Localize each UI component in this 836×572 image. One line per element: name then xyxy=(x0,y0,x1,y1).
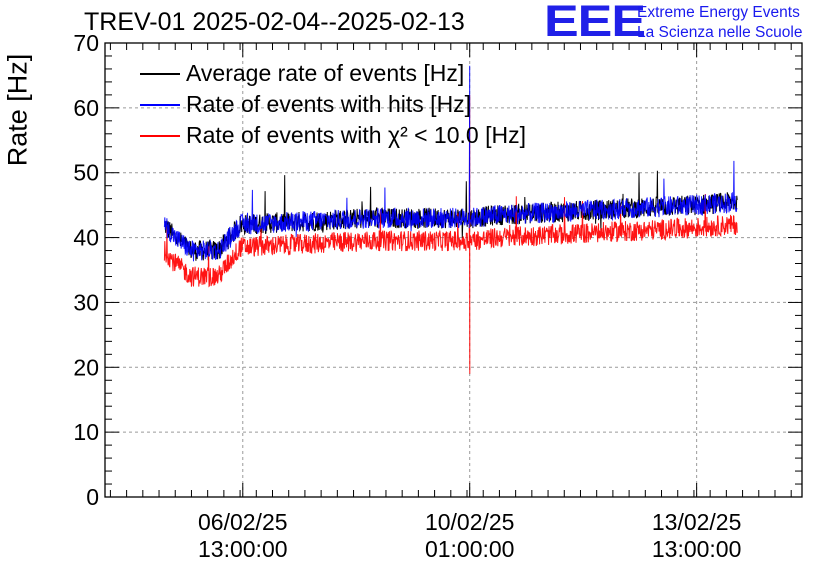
x-tick-label-date: 06/02/25 xyxy=(198,509,288,535)
plot-frame xyxy=(104,42,803,498)
y-tick-label: 0 xyxy=(86,484,99,510)
y-tick-label: 60 xyxy=(73,95,99,121)
chart-title: TREV-01 2025-02-04--2025-02-13 xyxy=(84,8,465,36)
y-axis-label: Rate [Hz] xyxy=(2,53,33,167)
logo-line-1: Extreme Energy Events xyxy=(637,4,800,21)
y-tick-label: 40 xyxy=(73,225,99,251)
logo-line-2: La Scienza nelle Scuole xyxy=(637,24,803,41)
eee-logo-text: Extreme Energy Events La Scienza nelle S… xyxy=(637,3,802,43)
legend-swatch-average xyxy=(140,73,180,75)
series-line-chi2 xyxy=(163,94,738,374)
legend-label-hits: Rate of events with hits [Hz] xyxy=(186,91,472,117)
x-tick-label-time: 01:00:00 xyxy=(425,536,515,562)
series-line-hits xyxy=(163,65,738,262)
legend-label-chi2: Rate of events with χ² < 10.0 [Hz] xyxy=(186,122,526,148)
series-line-average xyxy=(163,170,738,261)
legend-label-average: Average rate of events [Hz] xyxy=(186,60,465,86)
y-tick-label: 30 xyxy=(73,289,99,315)
x-tick-label-date: 10/02/25 xyxy=(425,509,515,535)
x-tick-label-time: 13:00:00 xyxy=(198,536,288,562)
eee-logo: EEE xyxy=(544,0,646,47)
y-tick-label: 50 xyxy=(73,160,99,186)
x-tick-label-date: 13/02/25 xyxy=(652,509,742,535)
y-tick-label: 10 xyxy=(73,419,99,445)
x-tick-label-time: 13:00:00 xyxy=(652,536,742,562)
y-tick-label: 20 xyxy=(73,354,99,380)
y-tick-label: 70 xyxy=(73,30,99,56)
legend-swatch-hits xyxy=(140,104,180,106)
legend-swatch-chi2 xyxy=(140,135,180,137)
